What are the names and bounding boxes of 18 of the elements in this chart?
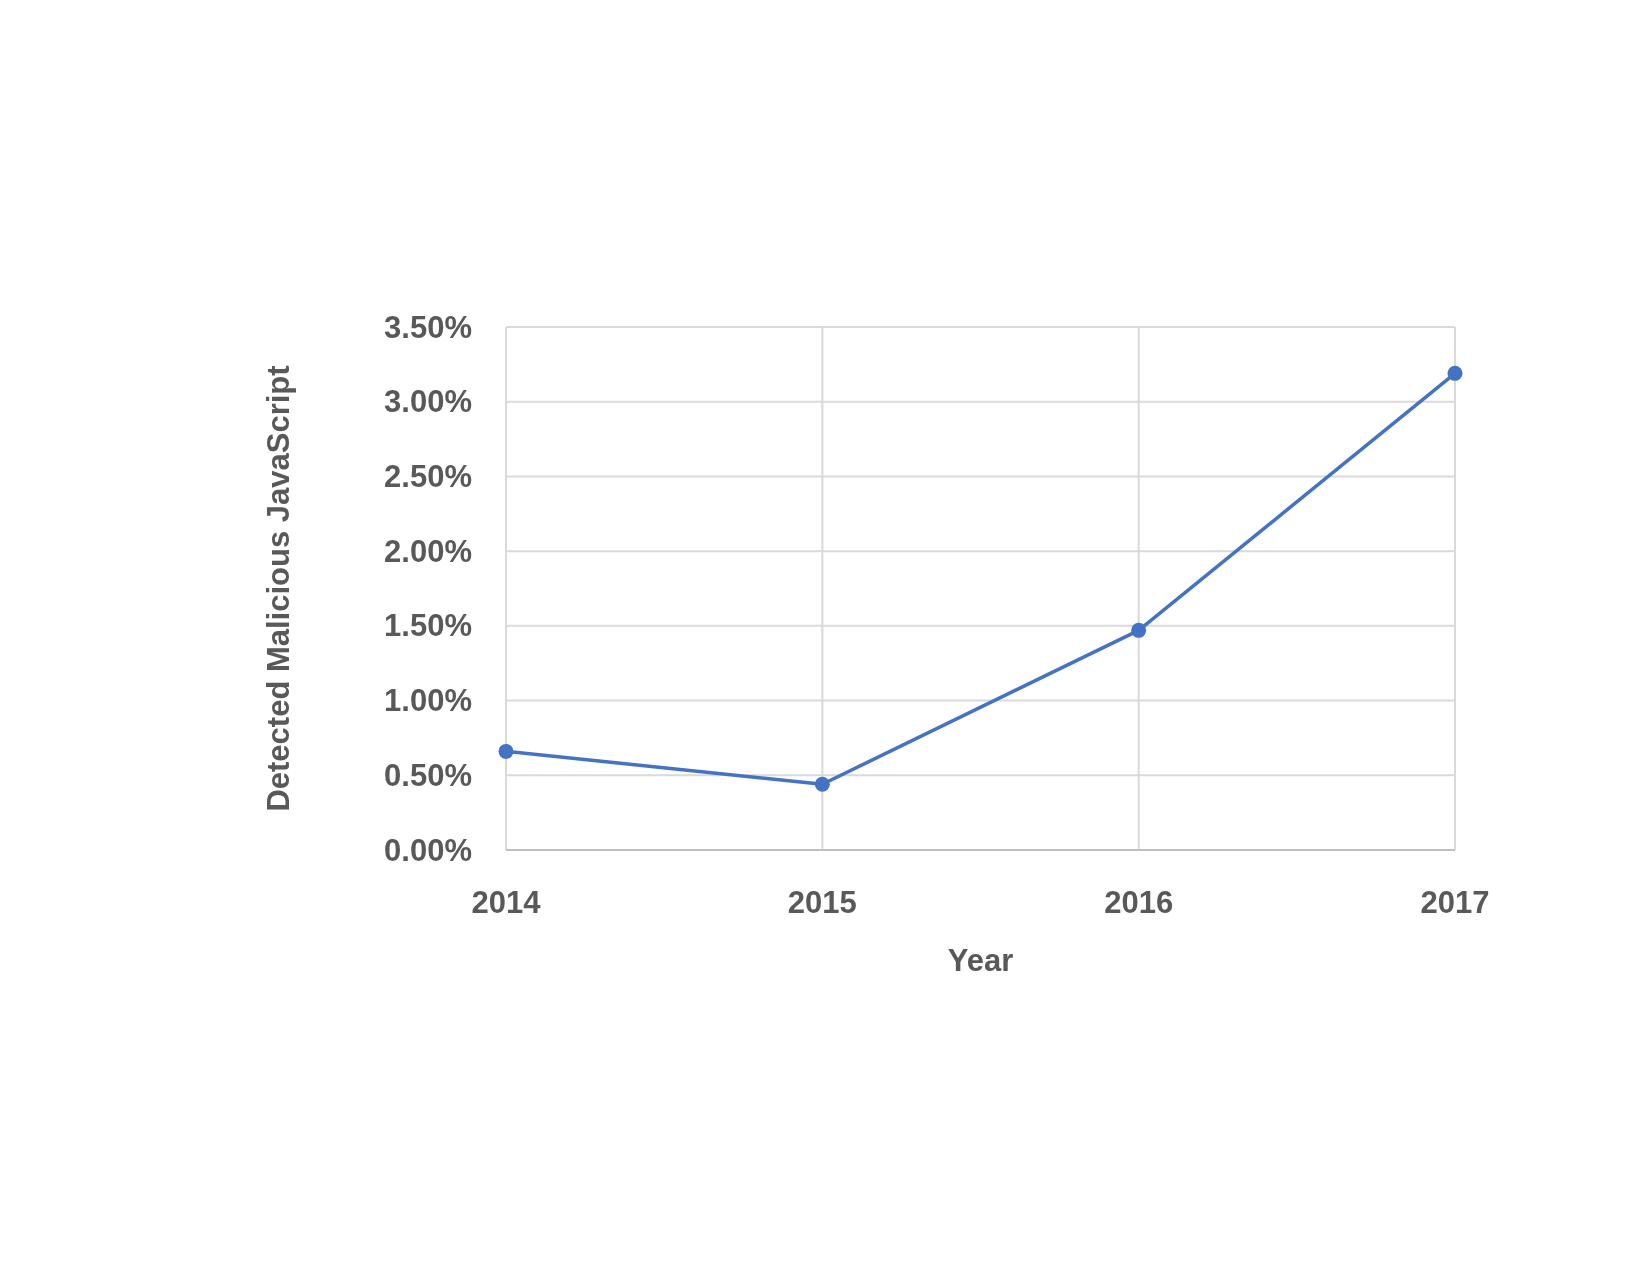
y-tick-label: 0.00% [384,832,472,868]
y-axis-title: Detected Malicious JavaScript [260,365,296,812]
point [814,776,830,792]
x-axis-title: Year [947,942,1014,978]
y-tick-label: 0.50% [384,757,472,793]
point [1447,365,1463,381]
x-tick-label: 2015 [787,884,857,920]
x-tick-label: 2016 [1104,884,1174,920]
x-tick-label: 2014 [471,884,542,920]
y-tick-label: 2.50% [384,458,472,494]
y-tick-label: 2.00% [384,533,472,569]
y-tick-label: 3.00% [384,384,472,420]
point [1131,622,1147,638]
y-tick-label: 1.50% [384,608,472,644]
y-tick-label: 1.00% [384,683,472,719]
point [498,743,514,759]
x-tick-label: 2017 [1420,884,1490,920]
y-tick-label: 3.50% [384,309,472,345]
